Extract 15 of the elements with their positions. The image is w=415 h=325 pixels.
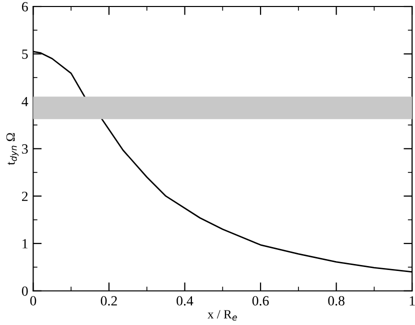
y-axis-title: t$_{dyn}$ Ω <box>6 133 19 165</box>
y-tick-label: 3 <box>22 144 28 154</box>
x-axis-title: x / R$_{e}$ <box>208 310 237 321</box>
y-tick-label: 5 <box>22 50 28 59</box>
y-tick-label: 0 <box>22 286 28 296</box>
y-tick-label: 1 <box>22 239 28 248</box>
x-tick-label: 0.2 <box>100 296 117 306</box>
x-tick-label: 0 <box>30 296 36 306</box>
x-tick-label: 0.4 <box>176 296 194 306</box>
y-tick-label: 2 <box>22 192 28 201</box>
x-tick-label: 0.8 <box>328 296 344 306</box>
x-tick-label: 1 <box>410 296 415 306</box>
y-tick-label: 6 <box>22 2 28 12</box>
y-tick-label: 4 <box>22 96 28 106</box>
x-tick-label: 0.6 <box>252 296 269 306</box>
